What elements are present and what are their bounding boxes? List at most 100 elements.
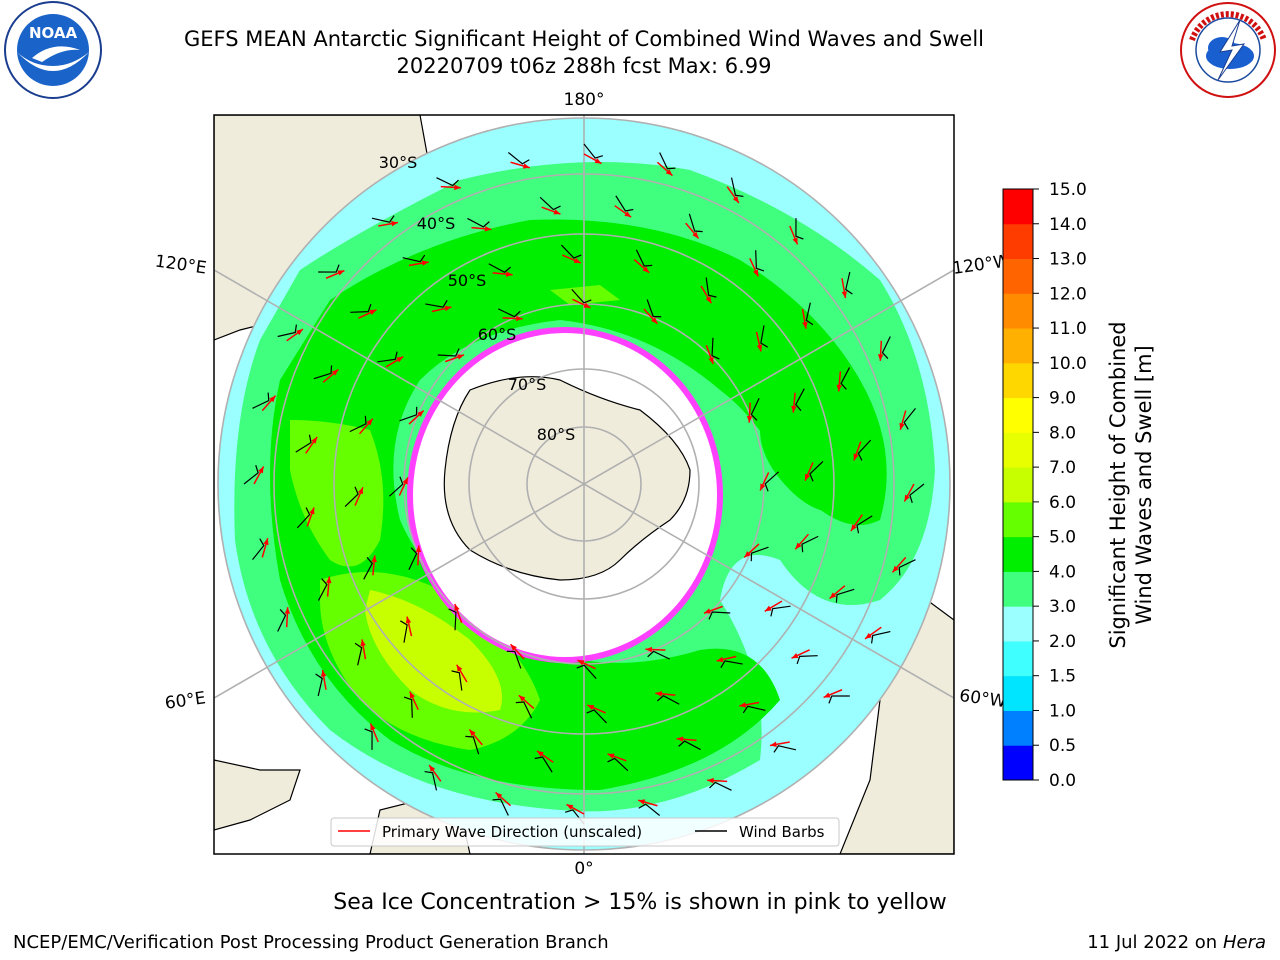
wind-barb <box>388 476 404 497</box>
map-frame <box>213 114 955 855</box>
wave-direction-arrowhead <box>573 257 581 263</box>
colorbar-frame <box>1002 188 1034 781</box>
wave-direction-arrowhead <box>792 237 798 245</box>
wave-direction-arrowhead <box>536 750 544 757</box>
wind-barb <box>898 559 916 576</box>
wave-direction-arrowhead <box>760 483 766 491</box>
wave-direction-arrowhead <box>732 196 739 203</box>
colorbar-segment <box>1003 432 1033 468</box>
colorbar-segment <box>1003 189 1033 225</box>
vector-layer <box>243 143 925 825</box>
wind-barb <box>773 745 797 753</box>
wind-barb <box>313 365 333 380</box>
colorbar-tick-label: 8.0 <box>1049 423 1076 443</box>
lon-label-0: 0° <box>574 859 593 879</box>
wind-barb <box>318 264 340 273</box>
wave-direction-arrowhead <box>892 565 899 573</box>
wind-barb <box>635 249 653 267</box>
wind-barb <box>448 608 457 631</box>
colorbar-tick-label: 13.0 <box>1049 250 1087 270</box>
wave-direction-arrowhead <box>454 184 461 191</box>
wind-barb <box>437 348 460 357</box>
colorbar-tick-label: 9.0 <box>1049 389 1076 409</box>
colorbar-tick-label: 6.0 <box>1049 493 1076 513</box>
wave-direction-arrowhead <box>583 302 591 308</box>
wave-direction-arrowhead <box>566 804 574 810</box>
wind-barb <box>571 288 592 304</box>
lon-label-60e: 60°E <box>164 688 207 713</box>
colorbar-segment <box>1003 745 1033 781</box>
wave-direction-arrowhead <box>263 538 269 546</box>
sea-ice-note: Sea Ice Concentration > 15% is shown in … <box>333 890 947 915</box>
wind-barb <box>795 218 804 240</box>
colorbar-segment <box>1003 571 1033 607</box>
colorbar-segment <box>1003 397 1033 433</box>
wind-barb <box>399 406 418 422</box>
colorbar-tick-label: 10.0 <box>1049 354 1087 374</box>
colorbar-segment <box>1003 223 1033 260</box>
wind-barb <box>363 556 373 580</box>
wind-barb <box>607 757 629 772</box>
wind-barb <box>561 244 582 259</box>
wind-barb <box>586 709 607 724</box>
colorbar-segment <box>1003 536 1033 572</box>
wind-barb <box>870 630 891 644</box>
wave-direction-arrowhead <box>841 291 848 298</box>
wind-barb <box>296 507 311 529</box>
wind-barb <box>252 392 270 409</box>
wave-direction-arrowhead <box>739 702 747 708</box>
wave-direction-arrowhead <box>421 260 429 266</box>
wave-direction-arrowhead <box>692 231 699 239</box>
lat-label-30s: 30°S <box>379 153 418 172</box>
colorbar-label-line1: Significant Height of Combined <box>1106 321 1130 648</box>
wave-direction-arrowhead <box>311 436 318 444</box>
wind-barb <box>488 263 512 273</box>
wind-barb <box>465 735 480 755</box>
wave-direction-arrowhead <box>795 542 802 550</box>
wave-direction-arrowhead <box>850 524 857 532</box>
wind-barb <box>903 407 916 430</box>
wave-direction-arrowhead <box>457 354 465 360</box>
lon-label-120w: 120°W <box>951 251 1011 279</box>
wind-barb <box>647 650 671 660</box>
wind-barb <box>354 642 363 666</box>
wind-barb <box>770 605 791 617</box>
wind-barb <box>371 215 395 223</box>
colorbar-tick-label: 3.0 <box>1049 597 1076 617</box>
wave-direction-arrowhead <box>770 741 777 748</box>
wave-direction-arrowhead <box>405 616 412 624</box>
chart-title: GEFS MEAN Antarctic Significant Height o… <box>183 27 985 51</box>
wind-barb <box>678 740 701 751</box>
wave-direction-arrowhead <box>429 765 436 772</box>
wind-barb <box>615 195 634 212</box>
colorbar-segment <box>1003 258 1033 294</box>
wind-barb <box>828 695 850 704</box>
wind-barb <box>436 177 459 187</box>
lat-label-80s: 80°S <box>537 425 576 444</box>
wave-direction-arrowhead <box>456 664 463 672</box>
wind-barb <box>539 196 561 211</box>
colorbar-tick-label: 5.0 <box>1049 528 1076 548</box>
wave-direction-arrowhead <box>607 753 615 759</box>
wave-direction-arrowhead <box>823 692 831 698</box>
wave-direction-arrowhead <box>495 792 503 799</box>
lat-label-50s: 50°S <box>448 271 487 290</box>
wind-barb <box>646 299 662 318</box>
lat-label-70s: 70°S <box>508 375 547 394</box>
wave-direction-arrowhead <box>326 576 332 584</box>
wave-direction-arrowhead <box>899 422 905 430</box>
wave-direction-arrowhead <box>484 226 492 232</box>
wind-barb <box>730 177 744 198</box>
colorbar-segment <box>1003 675 1033 711</box>
wave-direction-arrowhead <box>296 329 303 336</box>
wind-barb <box>399 620 408 643</box>
wind-barb <box>835 588 855 603</box>
wave-direction-arrowhead <box>707 777 714 784</box>
wind-barb <box>252 538 265 561</box>
wave-direction-arrowhead <box>651 317 658 324</box>
colorbar-tick-label: 11.0 <box>1049 319 1087 339</box>
wind-barb <box>315 673 323 697</box>
footer-credit: NCEP/EMC/Verification Post Processing Pr… <box>13 932 609 953</box>
colorbar-segment <box>1003 640 1033 677</box>
wind-barb <box>688 213 703 233</box>
